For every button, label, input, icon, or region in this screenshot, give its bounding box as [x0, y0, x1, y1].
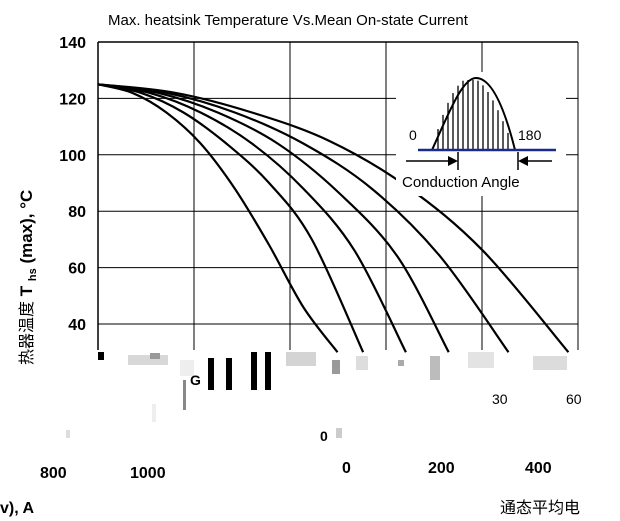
fragment-60: 60 [566, 391, 582, 407]
y-tick-label: 100 [59, 148, 86, 165]
inset-arrows [406, 152, 552, 170]
y-axis-ticks: 40 60 80 100 120 140 [59, 35, 86, 334]
fragment-0: 0 [320, 428, 328, 444]
bottom-tick-800: 800 [40, 465, 67, 482]
series-line-4 [97, 83, 450, 353]
y-axis-label-sub: hs [27, 268, 39, 281]
plot-frame [97, 41, 579, 350]
series-group [97, 83, 570, 353]
bottom-tick-labels: 800 1000 0 200 400 [40, 460, 552, 482]
y-tick-label: 40 [68, 317, 86, 334]
corrupted-band [66, 352, 567, 438]
series-line-3 [97, 83, 407, 353]
inset-background [396, 72, 566, 196]
inset-label-end: 180 [518, 127, 542, 143]
x-axis-label-fragment: v), A [0, 500, 35, 517]
fragment-30: 30 [492, 391, 508, 407]
y-axis-label-main: T [17, 285, 36, 296]
y-axis-label-suffix: (max), °C [17, 190, 36, 264]
y-axis-label: 热器温度 T hs (max), °C [17, 190, 40, 365]
y-tick-label: 60 [68, 261, 86, 278]
inset-pulse [431, 76, 516, 151]
y-tick-label: 140 [59, 35, 86, 52]
series-line-1 [97, 83, 339, 353]
series-line-5 [97, 83, 510, 353]
conduction-angle-inset: 0 180 Conduction Angle [396, 72, 566, 196]
bottom-tick-1000: 1000 [130, 465, 166, 482]
bottom-tick-200: 200 [428, 460, 455, 477]
fragment-g: G [190, 372, 201, 388]
y-tick-label: 120 [59, 91, 86, 108]
bottom-tick-0: 0 [342, 460, 351, 477]
chart-title: Max. heatsink Temperature Vs.Mean On-sta… [108, 12, 469, 29]
inset-hatching [437, 80, 509, 150]
x-axis-label-cjk-fragment: 通态平均电 [500, 498, 580, 517]
series-line-6 [97, 83, 570, 353]
inset-label-start: 0 [409, 127, 417, 143]
y-axis-label-cjk: 热器温度 [17, 301, 36, 365]
bottom-tick-400: 400 [525, 460, 552, 477]
series-line-2 [97, 83, 365, 353]
y-tick-label: 80 [68, 204, 86, 221]
inset-caption: Conduction Angle [402, 174, 520, 191]
